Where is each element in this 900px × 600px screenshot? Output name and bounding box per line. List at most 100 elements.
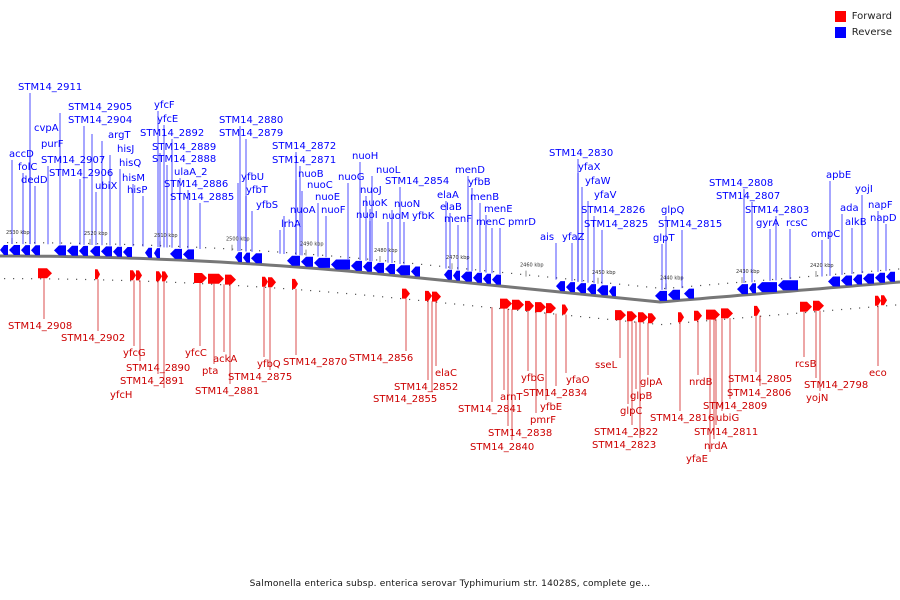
reverse-gene-label-stm14-2879: STM14_2879: [219, 128, 283, 139]
scale-tick-label: 2490 kbp: [300, 242, 324, 248]
minor-tick: [511, 272, 513, 274]
gene-feature: [314, 257, 330, 268]
minor-tick: [691, 285, 693, 287]
minor-tick: [814, 311, 816, 313]
minor-tick: [58, 278, 60, 280]
minor-tick: [160, 245, 162, 247]
minor-tick: [427, 300, 429, 302]
minor-tick: [844, 272, 846, 275]
forward-gene-label-elac: elaC: [435, 368, 457, 379]
minor-tick: [859, 307, 861, 309]
reverse-gene-label-ubix: ubiX: [95, 181, 117, 192]
forward-gene-label-stm14-2840: STM14_2840: [470, 442, 534, 453]
forward-gene-label-stm14-2852: STM14_2852: [394, 382, 458, 393]
minor-tick: [481, 306, 483, 308]
forward-gene-label-eco: eco: [869, 368, 887, 379]
minor-tick: [436, 301, 438, 303]
reverse-gene-label-nuoh: nuoH: [352, 151, 378, 162]
minor-tick: [898, 268, 900, 270]
reverse-gene-label-apbe: apbE: [826, 170, 851, 181]
minor-tick: [61, 242, 63, 244]
forward-gene-label-stm14-2798: STM14_2798: [804, 380, 868, 391]
gene-feature: [402, 288, 410, 299]
minor-tick: [13, 278, 15, 280]
gene-feature: [183, 249, 194, 260]
minor-tick: [4, 278, 6, 280]
reverse-gene-label-glpt: glpT: [653, 233, 675, 244]
minor-tick: [157, 281, 159, 283]
backbone-ticks: [4, 238, 900, 326]
minor-tick: [808, 275, 810, 278]
reverse-gene-label-nuoc: nuoC: [307, 180, 333, 191]
reverse-gene-label-stm14-2871: STM14_2871: [272, 155, 336, 166]
reverse-gene-label-yfce: yfcE: [157, 114, 178, 125]
minor-tick: [454, 303, 456, 305]
minor-tick: [43, 242, 45, 244]
reverse-gene-label-ompc: ompC: [811, 229, 840, 240]
minor-tick: [223, 248, 225, 250]
minor-tick: [700, 284, 702, 287]
gene-feature: [136, 270, 142, 281]
minor-tick: [736, 281, 738, 284]
minor-tick: [430, 264, 432, 266]
minor-tick: [358, 257, 360, 259]
minor-tick: [7, 242, 9, 244]
scale-tick-label: 2420 kbp: [810, 263, 834, 269]
reverse-gene-label-stm14-2888: STM14_2888: [152, 154, 216, 165]
minor-tick: [718, 283, 720, 285]
reverse-gene-label-nuol: nuoL: [376, 165, 401, 176]
minor-tick: [340, 256, 342, 258]
forward-gene-label-glpa: glpA: [640, 377, 662, 388]
minor-tick: [376, 259, 378, 261]
gene-feature: [525, 300, 534, 311]
forward-gene-label-acka: ackA: [213, 354, 237, 365]
gene-feature: [156, 271, 162, 282]
minor-tick: [265, 286, 267, 288]
minor-tick: [121, 279, 123, 282]
forward-gene-label-stm14-2838: STM14_2838: [488, 428, 552, 439]
reverse-gene-label-lrha: lrhA: [281, 219, 301, 230]
minor-tick: [88, 242, 90, 245]
gene-feature: [194, 273, 207, 283]
minor-tick: [589, 316, 591, 319]
forward-gene-label-pmrf: pmrF: [530, 415, 556, 426]
minor-tick: [211, 283, 213, 285]
minor-tick: [832, 309, 834, 311]
gene-feature: [828, 276, 840, 287]
minor-tick: [319, 290, 321, 292]
forward-gene-label-stm14-2811: STM14_2811: [694, 427, 758, 438]
reverse-gene-label-gyra: gyrA: [756, 218, 779, 229]
gene-feature: [813, 300, 824, 311]
forward-gene-label-glpb: glpB: [630, 391, 652, 402]
reverse-gene-label-nuoj: nuoJ: [360, 185, 382, 196]
forward-gene-label-stm14-2875: STM14_2875: [228, 372, 292, 383]
minor-tick: [67, 278, 69, 280]
gene-feature: [373, 262, 384, 273]
reverse-swatch: [834, 26, 846, 38]
minor-tick: [607, 318, 609, 320]
reverse-gene-label-stm14-2825: STM14_2825: [584, 219, 648, 230]
gene-feature: [638, 312, 648, 323]
forward-gene-label-yfcg: yfcG: [123, 348, 146, 359]
reverse-gene-label-stm14-2803: STM14_2803: [745, 205, 809, 216]
scale-tick-label: 2440 kbp: [660, 276, 684, 282]
forward-gene-label-yfbq: yfbQ: [257, 359, 281, 370]
scale-tick-label: 2530 kbp: [6, 230, 30, 236]
forward-gene-label-arnt: arnT: [500, 392, 523, 403]
gene-feature: [38, 268, 52, 279]
gene-feature: [101, 246, 112, 257]
minor-tick: [202, 283, 204, 285]
gene-feature: [556, 281, 565, 292]
minor-tick: [196, 246, 198, 248]
minor-tick: [868, 306, 870, 308]
reverse-gene-label-napf: napF: [868, 200, 893, 211]
minor-tick: [175, 281, 177, 284]
minor-tick: [709, 284, 711, 286]
minor-tick: [412, 262, 414, 265]
genome-backbone: [0, 254, 900, 304]
reverse-gene-label-nuom: nuoM: [382, 211, 409, 222]
forward-gene-label-pta: pta: [202, 366, 218, 377]
forward-gene-label-nrdb: nrdB: [689, 377, 713, 388]
minor-tick: [754, 280, 756, 282]
reverse-gene-label-nuok: nuoK: [362, 198, 388, 209]
